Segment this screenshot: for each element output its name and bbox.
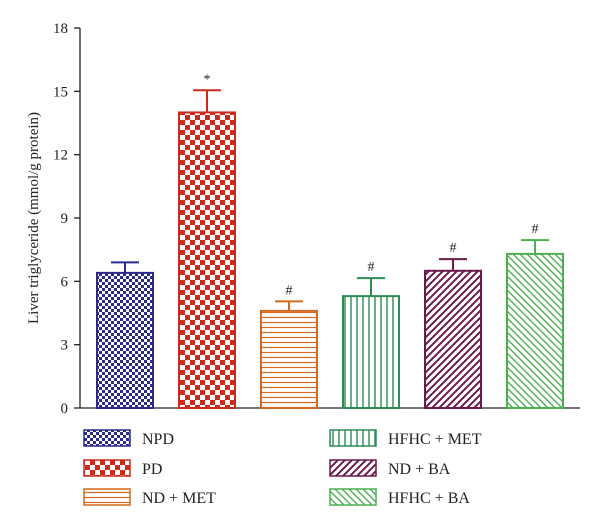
significance-label-3: # [368,260,375,275]
y-tick-label: 6 [61,274,69,290]
bar-5 [506,252,564,409]
legend-label-2: ND + MET [142,490,216,507]
legend-swatch-2 [83,488,131,506]
bar-4 [424,269,482,409]
bar-3 [342,295,400,409]
bar-2 [260,309,318,409]
y-tick-label: 3 [61,338,69,354]
y-tick-label: 12 [53,148,68,164]
legend-swatch-5 [329,488,377,506]
legend-label-4: ND + BA [388,461,451,478]
y-tick-label: 9 [61,211,69,227]
significance-label-4: # [450,241,457,256]
legend-label-3: HFHC + MET [388,431,482,448]
significance-label-5: # [532,222,539,237]
legend-label-1: PD [142,461,162,478]
legend-swatch-4 [329,459,377,477]
y-axis-title: Liver triglyceride (mmol/g protein) [26,112,42,324]
significance-label-1: * [204,72,211,87]
legend-swatch-1 [83,459,131,477]
y-tick-label: 0 [61,401,69,417]
bar-0 [96,271,154,409]
legend-swatch-0 [83,429,131,447]
y-tick-label: 15 [53,84,68,100]
y-tick-label: 18 [53,21,68,37]
bar-1 [178,111,236,409]
legend-swatch-3 [329,429,377,447]
legend-label-5: HFHC + BA [388,490,470,507]
legend-label-0: NPD [142,431,174,448]
significance-label-2: # [286,283,293,298]
